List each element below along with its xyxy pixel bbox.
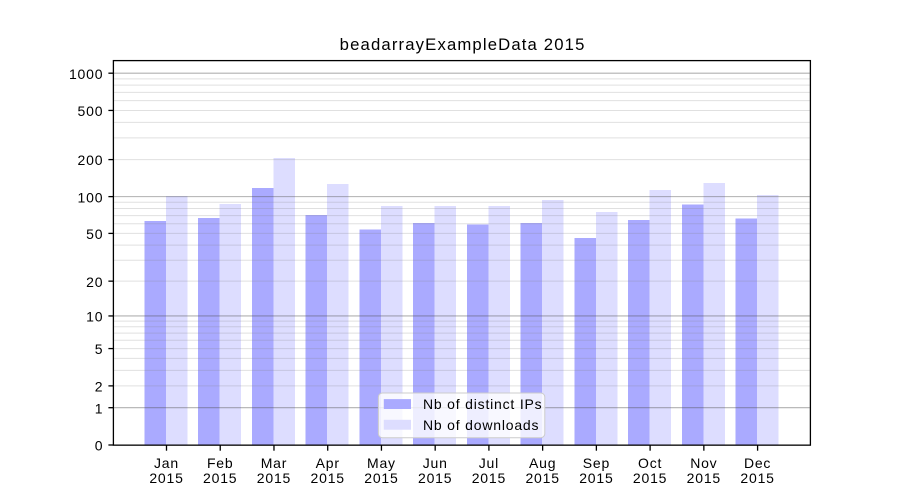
- svg-text:20: 20: [86, 274, 103, 290]
- svg-text:2015: 2015: [579, 470, 613, 486]
- svg-text:2015: 2015: [687, 470, 721, 486]
- svg-text:200: 200: [78, 152, 104, 168]
- svg-text:Nb of distinct IPs: Nb of distinct IPs: [423, 396, 542, 412]
- svg-text:Sep: Sep: [583, 455, 610, 471]
- svg-text:0: 0: [95, 438, 104, 454]
- svg-text:Jul: Jul: [479, 455, 499, 471]
- svg-text:2015: 2015: [525, 470, 559, 486]
- svg-text:2015: 2015: [257, 470, 291, 486]
- svg-text:1000: 1000: [69, 66, 103, 82]
- svg-text:2015: 2015: [311, 470, 345, 486]
- svg-text:2015: 2015: [633, 470, 667, 486]
- svg-text:50: 50: [86, 226, 103, 242]
- svg-text:Aug: Aug: [529, 455, 556, 471]
- svg-text:500: 500: [78, 103, 104, 119]
- svg-text:2015: 2015: [418, 470, 452, 486]
- svg-text:Nb of downloads: Nb of downloads: [423, 417, 539, 433]
- svg-text:Oct: Oct: [638, 455, 662, 471]
- svg-text:Mar: Mar: [261, 455, 288, 471]
- svg-text:5: 5: [95, 341, 104, 357]
- svg-text:Jun: Jun: [423, 455, 448, 471]
- svg-text:Nov: Nov: [690, 455, 717, 471]
- svg-text:Apr: Apr: [316, 455, 340, 471]
- svg-text:100: 100: [78, 189, 104, 205]
- svg-text:2015: 2015: [149, 470, 183, 486]
- svg-text:1: 1: [95, 400, 104, 416]
- svg-text:beadarrayExampleData 2015: beadarrayExampleData 2015: [340, 35, 586, 54]
- svg-text:2: 2: [95, 379, 104, 395]
- svg-text:2015: 2015: [364, 470, 398, 486]
- svg-text:2015: 2015: [203, 470, 237, 486]
- svg-text:Dec: Dec: [744, 455, 771, 471]
- svg-text:2015: 2015: [740, 470, 774, 486]
- svg-text:Feb: Feb: [207, 455, 234, 471]
- svg-text:2015: 2015: [472, 470, 506, 486]
- svg-text:May: May: [367, 455, 396, 471]
- svg-text:10: 10: [86, 309, 103, 325]
- svg-text:Jan: Jan: [154, 455, 179, 471]
